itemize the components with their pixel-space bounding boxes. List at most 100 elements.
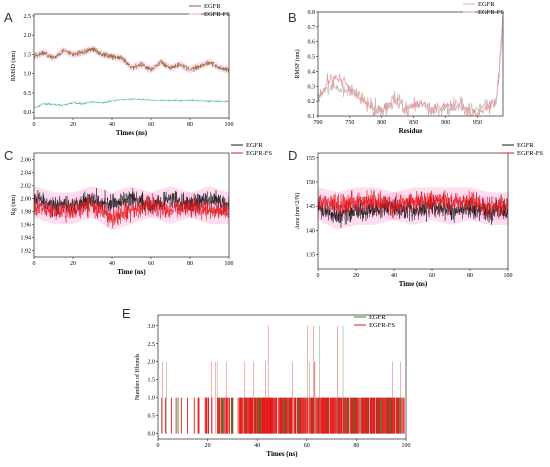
y-tick-label: 1.5 xyxy=(148,378,156,384)
x-tick-label: 40 xyxy=(109,261,115,267)
x-axis-title: Time (ns) xyxy=(117,268,146,276)
x-tick-label: 0 xyxy=(33,261,36,267)
x-axis-title: Times (ns) xyxy=(266,450,298,458)
series-line-egfr-fs xyxy=(34,193,229,229)
x-tick-label: 800 xyxy=(377,120,386,126)
y-axis-title: RMSF (nm) xyxy=(294,49,301,78)
y-tick-label: 0.0 xyxy=(148,432,156,438)
y-tick-label: 2.5 xyxy=(24,14,32,20)
y-tick-label: 0.2 xyxy=(308,99,316,105)
series-line-egfr xyxy=(34,97,229,109)
plot-area xyxy=(318,15,503,116)
x-tick-label: 80 xyxy=(187,261,193,267)
x-tick-label: 60 xyxy=(148,261,154,267)
y-tick-label: 140 xyxy=(306,228,315,234)
panel-label: A xyxy=(4,10,13,25)
legend-label-egfr-fs: EGFR-FS xyxy=(204,11,230,18)
y-tick-label: 0.4 xyxy=(308,69,316,75)
x-tick-label: 80 xyxy=(187,122,193,128)
y-axis-title: Area (nm^2/N) xyxy=(294,193,301,230)
legend-label-egfr-fs: EGFR-FS xyxy=(478,9,504,16)
panel-label: B xyxy=(288,10,297,25)
y-tick-label: 0.8 xyxy=(308,10,316,16)
series-line-egfr-fs xyxy=(318,189,508,219)
y-tick-label: 1.5 xyxy=(24,52,32,58)
y-axis-title: Number of Hbonds xyxy=(134,353,141,400)
x-tick-label: 750 xyxy=(345,120,354,126)
legend-label-egfr: EGFR xyxy=(478,1,495,8)
legend-label-egfr-fs: EGFR-FS xyxy=(246,150,272,157)
panel-b: B 700 750 800 850 900 950 0.1 0.2 0.3 0.4 0.5 0.6 0.7… xyxy=(288,1,504,135)
y-tick-label: 2.04 xyxy=(21,171,32,177)
plot-area xyxy=(34,186,229,231)
plot-area xyxy=(161,325,405,434)
x-tick-label: 40 xyxy=(109,122,115,128)
y-tick-label: 1.0 xyxy=(148,396,156,402)
x-tick-label: 40 xyxy=(254,443,260,449)
x-tick-label: 950 xyxy=(473,120,482,126)
x-tick-label: 80 xyxy=(353,443,359,449)
x-tick-label: 40 xyxy=(391,273,397,279)
y-tick-label: 0.3 xyxy=(308,84,316,90)
series-line-egfr xyxy=(318,192,508,228)
y-tick-label: 3.0 xyxy=(148,324,156,330)
y-tick-label: 0.0 xyxy=(24,110,32,116)
plot-area xyxy=(318,187,508,230)
x-axis-title: Times (ns) xyxy=(116,129,148,137)
y-tick-label: 2.0 xyxy=(148,360,156,366)
x-tick-label: 900 xyxy=(441,120,450,126)
y-tick-label: 2.02 xyxy=(21,184,32,190)
x-tick-label: 0 xyxy=(33,122,36,128)
y-axis-title: Rg (nm) xyxy=(10,195,17,215)
y-tick-label: 0.1 xyxy=(308,114,316,120)
y-tick-label: 1.0 xyxy=(24,72,32,78)
x-tick-label: 100 xyxy=(225,261,234,267)
y-tick-label: 0.7 xyxy=(308,25,316,31)
y-tick-label: 1.92 xyxy=(21,249,32,255)
y-tick-label: 1.96 xyxy=(21,223,32,229)
x-tick-label: 20 xyxy=(205,443,211,449)
x-tick-label: 100 xyxy=(402,443,411,449)
panel-d: D 0 20 40 60 80 100 135 140 145 150 155 Time (ns) Are… xyxy=(288,142,543,288)
x-tick-label: 0 xyxy=(157,443,160,449)
y-axis-title: RMSD (nm) xyxy=(10,51,17,81)
x-tick-label: 60 xyxy=(429,273,435,279)
y-tick-label: 150 xyxy=(306,180,315,186)
panel-a: A 0 20 40 60 80 100 0.0 0.5 1.0 1.5 2.0 2.5 Times (ns… xyxy=(4,3,234,137)
plot-area xyxy=(34,44,229,109)
x-tick-label: 100 xyxy=(504,273,513,279)
y-tick-label: 2.5 xyxy=(148,342,156,348)
panel-label: C xyxy=(4,148,13,163)
y-tick-label: 2.06 xyxy=(21,158,32,164)
y-tick-label: 1.94 xyxy=(21,236,32,242)
x-tick-label: 700 xyxy=(314,120,323,126)
y-tick-label: 135 xyxy=(306,253,315,259)
y-tick-label: 0.5 xyxy=(24,91,32,97)
plot-frame xyxy=(33,152,230,258)
x-tick-label: 60 xyxy=(304,443,310,449)
series-line-egfr xyxy=(318,28,503,116)
error-band-egfr-fs xyxy=(34,44,229,74)
panel-c: C 0 20 40 60 80 100 1.92 1.94 1.96 1.98 2.00 2.02 2.0… xyxy=(4,142,272,276)
y-tick-label: 1.98 xyxy=(21,210,32,216)
plot-frame xyxy=(157,314,407,440)
plot-frame xyxy=(33,13,230,119)
panel-label: E xyxy=(122,306,131,321)
legend-label-egfr: EGFR xyxy=(369,314,386,321)
y-tick-label: 0.5 xyxy=(148,414,156,420)
x-axis-title: Time (ns) xyxy=(399,280,428,288)
x-tick-label: 100 xyxy=(225,122,234,128)
legend-label-egfr-fs: EGFR-FS xyxy=(517,150,543,157)
x-tick-label: 20 xyxy=(70,261,76,267)
y-tick-label: 0.5 xyxy=(308,55,316,61)
series-line-egfr-fs xyxy=(318,15,503,116)
x-tick-label: 20 xyxy=(70,122,76,128)
y-tick-label: 155 xyxy=(306,156,315,162)
x-tick-label: 850 xyxy=(409,120,418,126)
legend-label-egfr-fs: EGFR-FS xyxy=(369,322,395,329)
y-tick-label: 2.00 xyxy=(21,197,32,203)
